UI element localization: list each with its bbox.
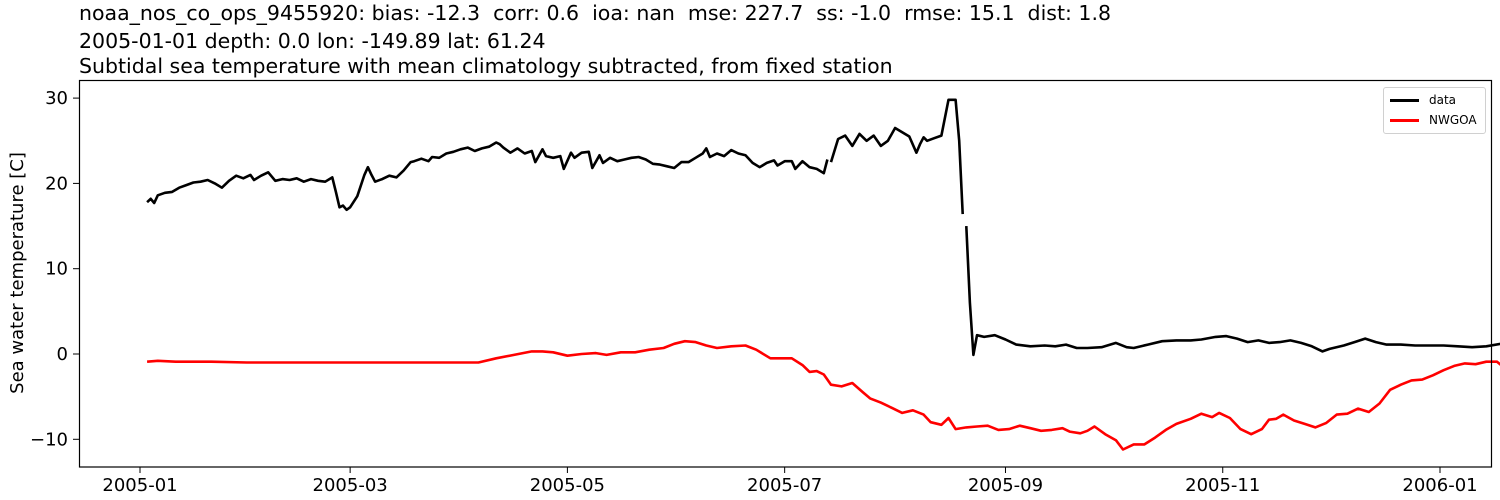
y-tick-label: 20 (45, 173, 68, 194)
x-tick-label: 2005-01 (102, 475, 177, 496)
y-axis: −10 0 10 20 30 (30, 88, 80, 450)
series-line-data (965, 226, 1500, 357)
series-layer (146, 98, 1500, 451)
x-tick-label: 2006-01 (1402, 475, 1477, 496)
y-tick-label: −10 (30, 429, 68, 450)
x-tick-label: 2005-07 (747, 475, 822, 496)
x-tick-label: 2005-09 (968, 475, 1043, 496)
y-tick-label: 30 (45, 88, 68, 109)
legend-swatch-nwgoa (1390, 118, 1419, 122)
y-tick-label: 10 (45, 259, 68, 280)
y-tick-label: 0 (57, 344, 68, 365)
x-tick-label: 2005-03 (313, 475, 388, 496)
chart-title-line-1: noaa_nos_co_ops_9455920: bias: -12.3 cor… (79, 1, 1112, 25)
x-tick-label: 2005-05 (530, 475, 605, 496)
plot-frame (78, 79, 1493, 468)
legend-swatch-data (1390, 98, 1419, 102)
legend-label-data: data (1429, 93, 1457, 107)
legend-label-nwgoa: NWGOA (1429, 113, 1477, 127)
y-axis-label: Sea water temperature [C] (7, 152, 28, 394)
series-line-data (146, 141, 829, 212)
chart-title-line-2: 2005-01-01 depth: 0.0 lon: -149.89 lat: … (79, 29, 546, 53)
chart-title-line-3: Subtidal sea temperature with mean clima… (79, 54, 893, 78)
legend-item-nwgoa: NWGOA (1390, 112, 1477, 128)
legend-item-data: data (1390, 92, 1456, 108)
x-axis: 2005-01 2005-03 2005-05 2005-07 2005-09 2005-… (102, 467, 1478, 496)
legend: data NWGOA (1383, 87, 1486, 134)
x-tick-label: 2005-11 (1185, 475, 1260, 496)
series-line-nwgoa (146, 339, 1500, 451)
series-line-data (829, 98, 964, 215)
